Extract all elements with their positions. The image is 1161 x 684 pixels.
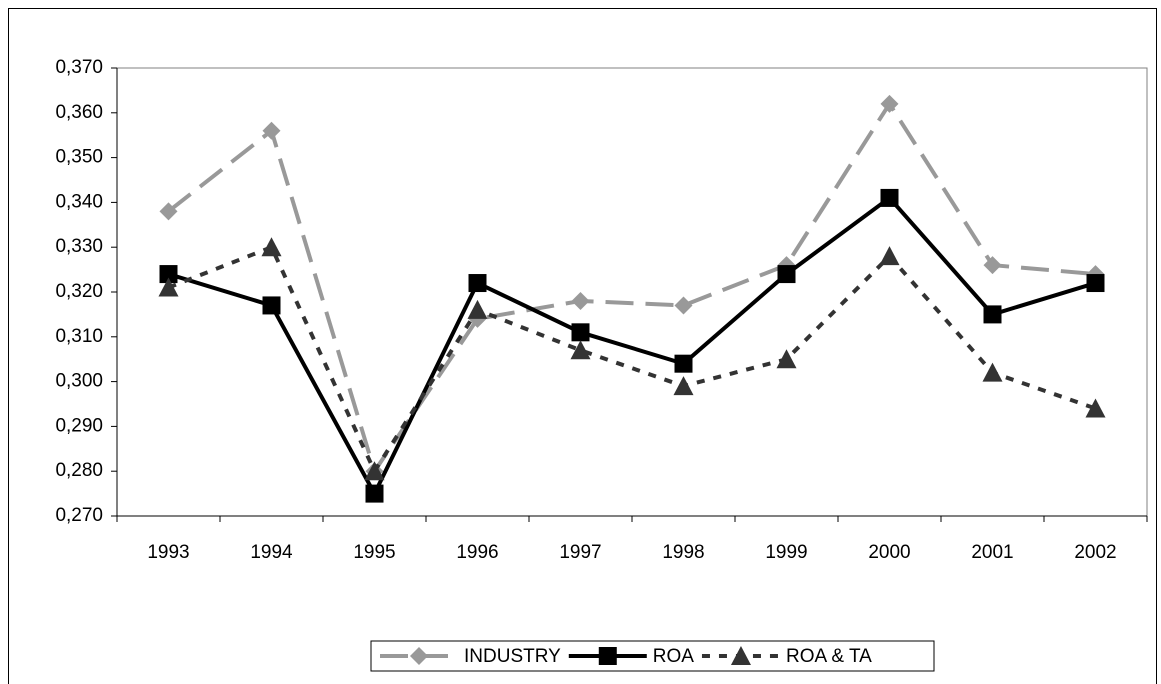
- marker: [1086, 274, 1105, 293]
- marker: [262, 296, 281, 315]
- y-tick-label: 0,340: [55, 191, 103, 212]
- marker: [159, 265, 178, 284]
- marker: [983, 305, 1002, 324]
- series-line: [167, 100, 1096, 476]
- marker: [598, 647, 617, 665]
- marker: [468, 274, 487, 293]
- y-tick-label: 0,270: [55, 505, 103, 526]
- x-tick-label: 1995: [353, 542, 395, 563]
- marker: [262, 121, 281, 140]
- marker: [159, 202, 178, 221]
- marker: [158, 277, 179, 297]
- marker: [730, 646, 751, 665]
- y-tick-label: 0,280: [55, 460, 103, 481]
- marker: [410, 647, 428, 665]
- y-tick-label: 0,320: [55, 281, 103, 302]
- marker: [571, 323, 590, 342]
- x-tick-label: 1993: [147, 542, 189, 563]
- marker: [364, 461, 385, 481]
- series-line: [167, 195, 1097, 498]
- legend-box: [370, 640, 935, 672]
- x-tick-label: 1997: [559, 542, 601, 563]
- x-tick-label: 1998: [662, 542, 704, 563]
- x-tick-label: 2000: [868, 542, 910, 563]
- marker: [674, 354, 693, 373]
- frame: [8, 8, 1157, 684]
- series-line: [167, 244, 1097, 476]
- y-tick-label: 0,330: [55, 236, 103, 257]
- x-tick-label: 2001: [971, 542, 1013, 563]
- marker: [880, 94, 899, 113]
- y-tick-label: 0,350: [55, 147, 103, 168]
- marker: [571, 291, 590, 310]
- legend-label: ROA: [653, 646, 695, 667]
- legend: INDUSTRY ROA ROA & TA: [370, 640, 935, 672]
- y-tick-label: 0,370: [55, 57, 103, 78]
- marker: [365, 484, 384, 503]
- y-tick-label: 0,310: [55, 326, 103, 347]
- legend-label: ROA & TA: [786, 646, 872, 667]
- marker: [570, 340, 591, 360]
- marker: [880, 188, 899, 207]
- marker: [467, 299, 488, 319]
- marker: [983, 256, 1002, 275]
- legend-label: INDUSTRY: [464, 646, 561, 667]
- marker: [879, 246, 900, 266]
- x-tick-label: 1999: [765, 542, 807, 563]
- marker: [261, 237, 282, 257]
- y-tick-label: 0,300: [55, 371, 103, 392]
- marker: [982, 362, 1003, 382]
- marker: [776, 349, 797, 369]
- marker: [673, 376, 694, 396]
- marker: [674, 296, 693, 315]
- marker: [1085, 398, 1106, 418]
- marker: [777, 265, 796, 284]
- y-tick-label: 0,290: [55, 415, 103, 436]
- x-tick-label: 1994: [250, 542, 293, 563]
- y-tick-label: 0,360: [55, 102, 103, 123]
- x-tick-label: 2002: [1074, 542, 1116, 563]
- x-tick-label: 1996: [456, 542, 498, 563]
